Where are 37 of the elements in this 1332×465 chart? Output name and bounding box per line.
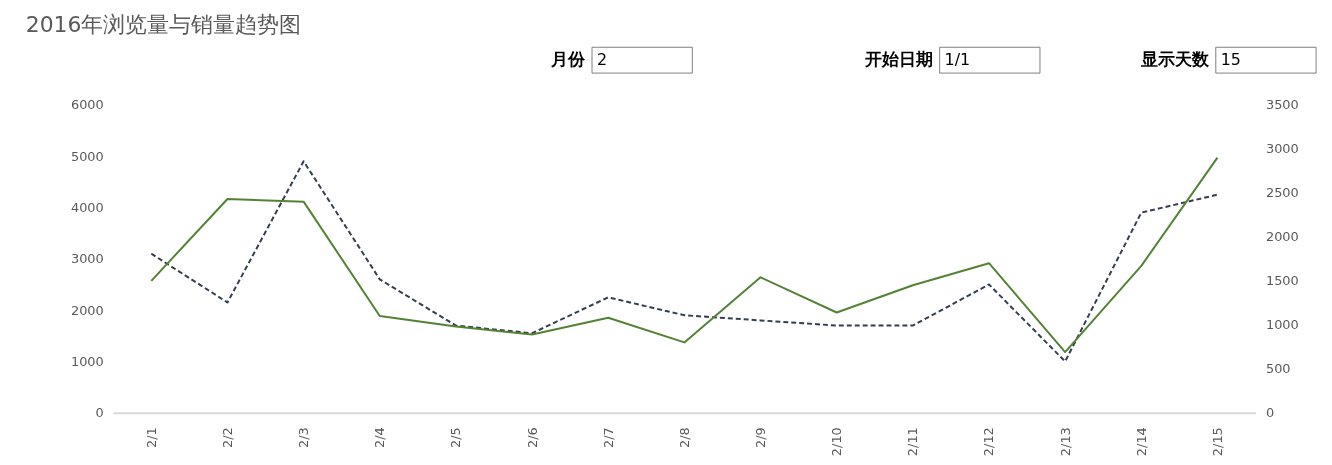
- y2-tick-label: 1000: [1265, 317, 1299, 333]
- y-tick-label: 2000: [70, 302, 104, 318]
- x-tick-label: 2/14: [1133, 427, 1149, 457]
- x-tick-label: 2/8: [676, 427, 692, 448]
- y2-tick-label: 3500: [1265, 97, 1299, 113]
- y-tick-label: 1000: [70, 353, 104, 369]
- x-tick-label: 2/5: [448, 427, 464, 448]
- y2-tick-label: 500: [1265, 361, 1291, 377]
- x-tick-label: 2/2: [219, 427, 235, 448]
- x-tick-label: 2/6: [524, 427, 540, 448]
- x-tick-label: 2/13: [1057, 427, 1073, 457]
- y-tick-label: 0: [95, 405, 104, 421]
- y2-tick-label: 2000: [1265, 229, 1299, 245]
- text: 1/1: [944, 50, 971, 70]
- x-tick-label: 2/12: [981, 427, 997, 457]
- y-tick-label: 3000: [70, 251, 104, 267]
- y2-tick-label: 1500: [1265, 273, 1299, 289]
- y-tick-label: 4000: [70, 199, 104, 215]
- x-tick-label: 2/4: [372, 427, 388, 448]
- x-tick-label: 2/11: [905, 427, 921, 457]
- x-tick-label: 2/7: [600, 427, 616, 448]
- text: 2: [596, 50, 608, 70]
- y2-tick-label: 3000: [1265, 141, 1299, 157]
- x-tick-label: 2/3: [296, 427, 312, 448]
- text: 月份: [550, 49, 587, 70]
- text: 15: [1220, 50, 1241, 70]
- text: 显示天数: [1139, 49, 1210, 70]
- chart-title: 2016年浏览量与销量趋势图: [25, 11, 302, 37]
- x-tick-label: 2/1: [143, 427, 159, 448]
- y2-tick-label: 0: [1265, 405, 1275, 421]
- y2-tick-label: 2500: [1265, 185, 1299, 201]
- text: 开始日期: [863, 49, 933, 70]
- y-tick-label: 6000: [70, 97, 104, 113]
- x-tick-label: 2/15: [1209, 427, 1225, 457]
- x-tick-label: 2/9: [753, 427, 768, 448]
- y-tick-label: 5000: [70, 148, 104, 164]
- x-tick-label: 2/10: [829, 427, 845, 457]
